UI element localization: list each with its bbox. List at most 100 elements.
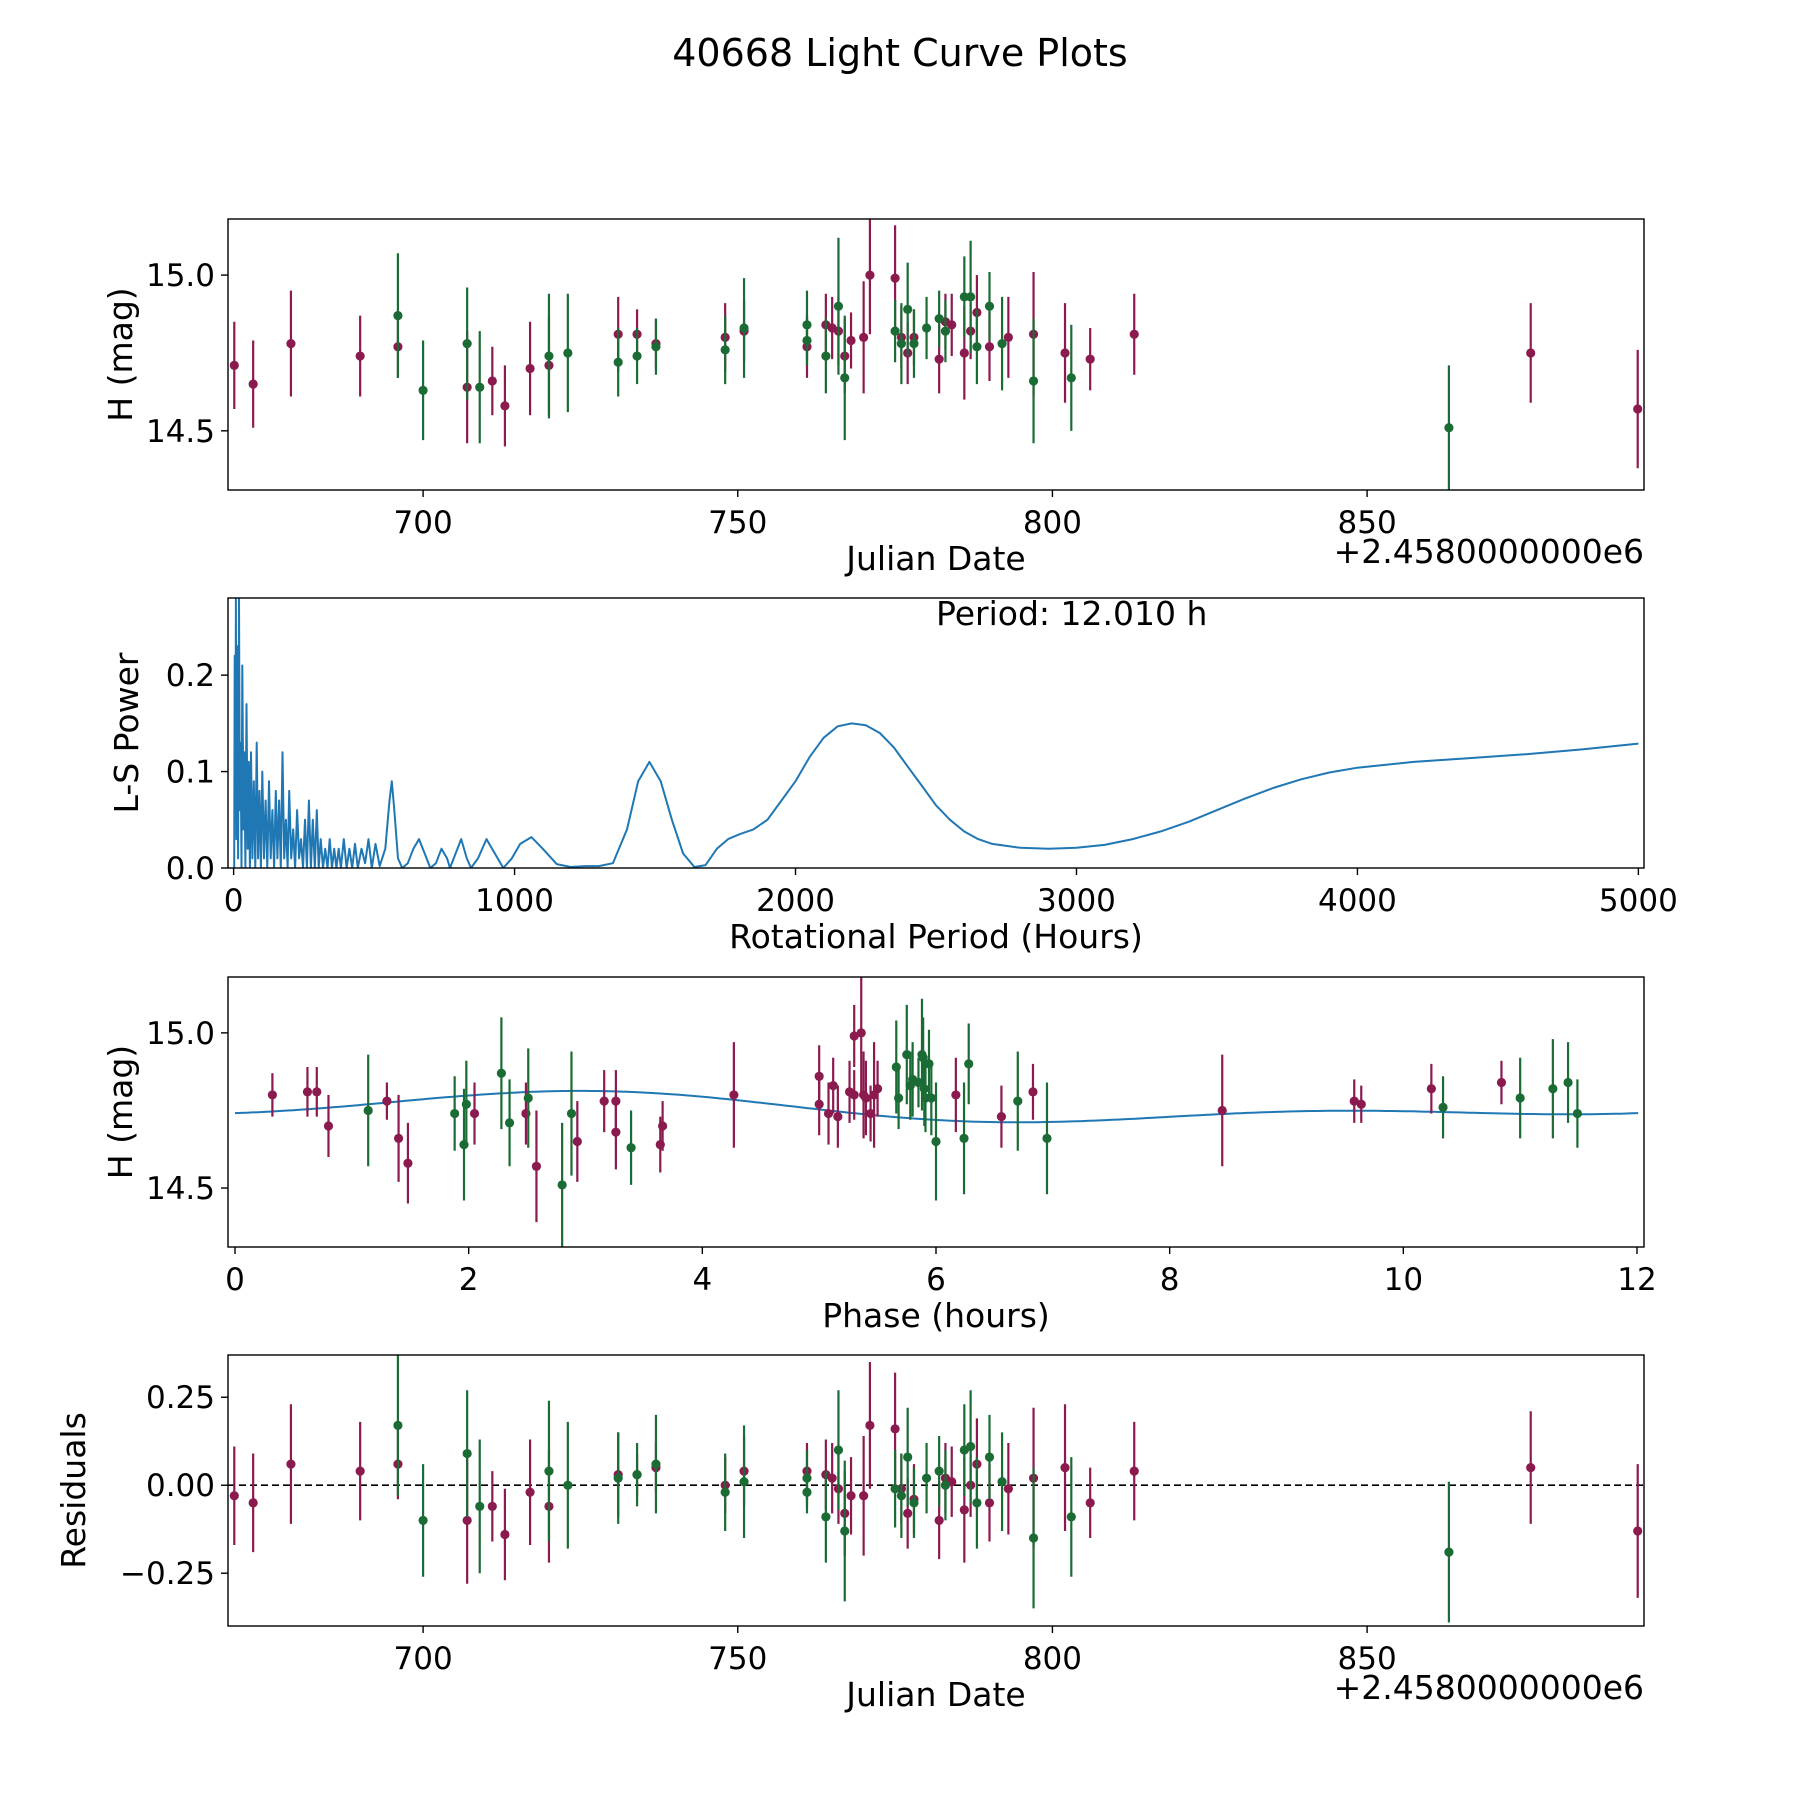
lc-point-green — [890, 326, 900, 336]
residuals-panel: 700 750 800 850 −0.25 0.00 0.25 Julian Date Resi… — [54, 1354, 1645, 1714]
phase-point-green — [1013, 1096, 1023, 1106]
residuals-xtick-label: 800 — [1023, 1641, 1082, 1677]
residuals-point-magenta — [229, 1491, 239, 1501]
residuals-point-green — [563, 1480, 573, 1490]
phase-point-green — [931, 1136, 941, 1147]
lc-point-green — [563, 348, 573, 358]
phase-point-green — [1548, 1084, 1558, 1094]
residuals-point-green — [997, 1477, 1007, 1487]
phase-xtick-label: 0 — [225, 1262, 245, 1298]
residuals-point-magenta — [1003, 1484, 1013, 1494]
residuals-point-magenta — [1085, 1498, 1095, 1508]
lc-point-green — [972, 342, 982, 352]
residuals-ytick-label: 0.00 — [146, 1468, 215, 1504]
phase-point-magenta — [1349, 1096, 1359, 1106]
residuals-point-magenta — [462, 1515, 472, 1526]
lc-ytick-label: 15.0 — [146, 258, 215, 294]
residuals-point-magenta — [286, 1459, 296, 1469]
residuals-point-green — [802, 1487, 812, 1497]
lc-offset-text: +2.4580000000e6 — [1334, 532, 1644, 571]
lc-point-green — [802, 335, 812, 346]
residuals-point-green — [418, 1515, 428, 1526]
residuals-point-green — [544, 1466, 554, 1476]
lc-point-green — [1028, 376, 1039, 386]
lc-point-green — [921, 323, 932, 333]
phase-point-magenta — [849, 1090, 859, 1100]
lc-ylabel: H (mag) — [101, 287, 140, 421]
lc-point-magenta — [525, 363, 535, 374]
lc-ytick-label: 14.5 — [146, 414, 215, 450]
residuals-point-green — [462, 1448, 472, 1459]
phase-point-magenta — [1028, 1087, 1038, 1097]
periodogram-ylabel: L-S Power — [107, 652, 146, 813]
phase-point-magenta — [267, 1090, 277, 1100]
phase-panel: 0 2 4 6 8 10 12 14.5 15.0 Phase (hours) H (mag) — [101, 976, 1657, 1335]
residuals-point-green — [739, 1477, 749, 1487]
phase-point-magenta — [572, 1136, 582, 1147]
periodogram-panel: 0 1000 2000 3000 4000 5000 0.0 0.1 0.2 Rotational… — [107, 594, 1678, 956]
residuals-point-magenta — [1129, 1466, 1139, 1476]
residuals-point-green — [821, 1512, 831, 1522]
residuals-point-green — [1028, 1533, 1039, 1543]
periodogram-xtick-label: 2000 — [756, 883, 835, 919]
residuals-xtick-label: 850 — [1338, 1641, 1397, 1677]
phase-axes-frame — [227, 976, 1645, 1248]
phase-point-magenta — [599, 1096, 609, 1106]
lc-point-magenta — [934, 354, 944, 364]
figure-title: 40668 Light Curve Plots — [672, 31, 1127, 75]
lc-point-green — [739, 323, 749, 333]
periodogram-period-annotation: Period: 12.010 h — [936, 594, 1207, 633]
phase-point-magenta — [828, 1081, 838, 1091]
lc-point-magenta — [947, 320, 957, 330]
phase-point-green — [461, 1099, 471, 1109]
residuals-offset-text: +2.4580000000e6 — [1334, 1668, 1644, 1707]
phase-point-magenta — [823, 1108, 834, 1119]
phase-point-magenta — [1217, 1105, 1227, 1116]
residuals-point-magenta — [865, 1420, 875, 1430]
phase-point-green — [496, 1068, 506, 1078]
phase-point-green — [902, 1049, 912, 1060]
residuals-point-green — [840, 1526, 850, 1536]
lc-point-green — [833, 301, 844, 311]
residuals-point-magenta — [487, 1501, 497, 1511]
residuals-point-green — [984, 1452, 995, 1462]
residuals-point-magenta — [1060, 1463, 1070, 1473]
lc-point-green — [1066, 373, 1076, 383]
phase-point-green — [1563, 1077, 1573, 1088]
phase-point-green — [557, 1180, 567, 1190]
phase-point-green — [1438, 1102, 1448, 1112]
lc-point-magenta — [859, 332, 869, 342]
residuals-axes-frame — [227, 1354, 1645, 1627]
phase-point-green — [504, 1118, 515, 1128]
residuals-point-magenta — [827, 1473, 837, 1483]
lc-xlabel: Julian Date — [844, 539, 1026, 578]
residuals-point-green — [1066, 1512, 1076, 1522]
residuals-ylabel: Residuals — [54, 1412, 93, 1569]
periodogram-axes-frame — [227, 597, 1645, 869]
residuals-point-green — [475, 1501, 485, 1511]
residuals-ytick-label: −0.25 — [120, 1556, 215, 1592]
phase-point-magenta — [658, 1121, 668, 1131]
phase-xtick-label: 6 — [926, 1262, 946, 1298]
lc-point-magenta — [846, 335, 856, 346]
lc-point-magenta — [1003, 332, 1013, 342]
residuals-point-green — [972, 1498, 982, 1508]
lc-point-green — [896, 338, 906, 349]
residuals-point-magenta — [859, 1491, 869, 1501]
lc-point-green — [821, 351, 831, 361]
periodogram-xtick-label: 0 — [224, 883, 244, 919]
phase-point-magenta — [382, 1096, 392, 1106]
lc-point-magenta — [984, 342, 995, 352]
lc-point-green — [959, 292, 969, 302]
phase-point-magenta — [865, 1108, 876, 1119]
phase-point-magenta — [1356, 1099, 1366, 1109]
periodogram-plot-area — [233, 598, 1639, 868]
phase-point-magenta — [856, 1028, 866, 1038]
lc-point-green — [940, 326, 951, 336]
residuals-point-green — [934, 1466, 944, 1476]
lc-xtick-label: 850 — [1338, 505, 1397, 541]
lc-point-magenta — [355, 351, 365, 361]
residuals-point-magenta — [984, 1498, 995, 1508]
lc-point-magenta — [1633, 404, 1643, 414]
